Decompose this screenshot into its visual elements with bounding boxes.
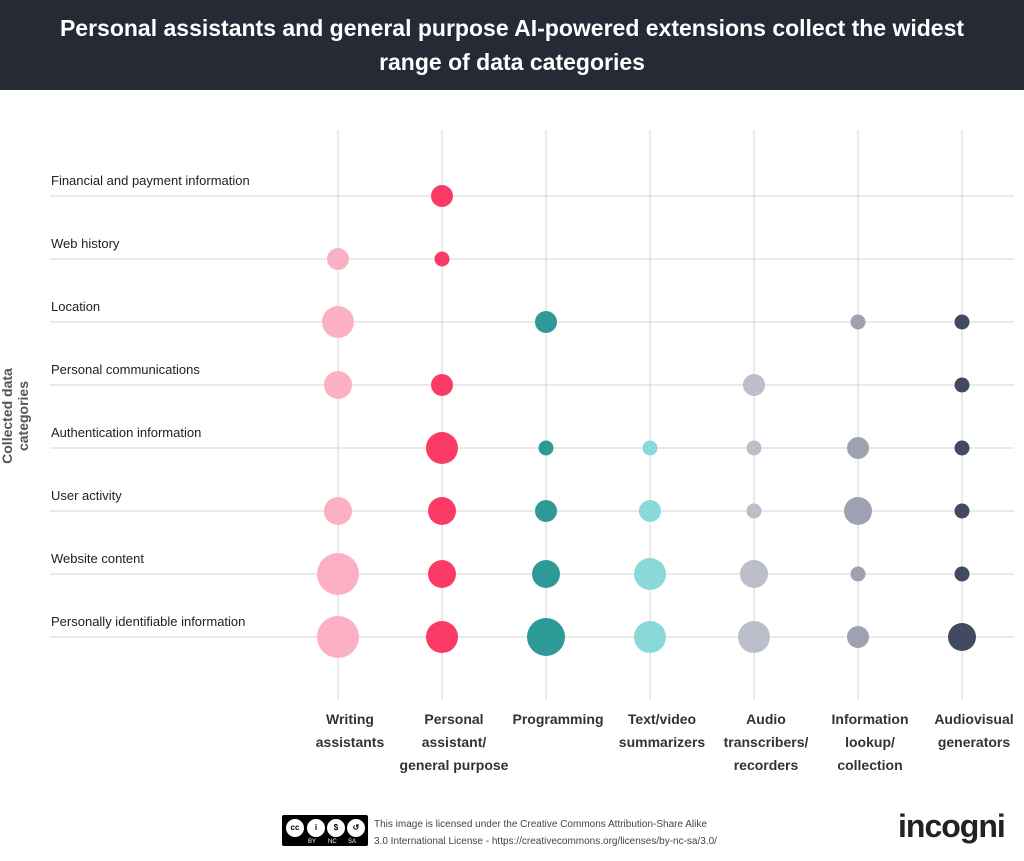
bubble <box>428 560 456 588</box>
bubble <box>746 503 762 519</box>
bubble <box>847 626 869 648</box>
by-icon: i <box>306 818 326 838</box>
bubble <box>954 566 970 582</box>
x-tick-label: Information lookup/collection <box>832 711 909 773</box>
incogni-logo: incogni <box>898 808 1006 844</box>
bubble <box>322 306 354 338</box>
row-label: Web history <box>51 236 120 251</box>
bubble <box>844 497 872 525</box>
bubble <box>324 371 352 399</box>
bubble <box>538 440 554 456</box>
x-tick-label: Audiovisual generators <box>934 711 1013 750</box>
bubble <box>527 618 565 656</box>
bubble <box>743 374 765 396</box>
title-bar: Personal assistants and general purpose … <box>0 0 1024 90</box>
bubble <box>634 558 666 590</box>
bubble-chart: Financial and payment information Web his… <box>50 130 1014 773</box>
license-line-2[interactable]: 3.0 International License - https://crea… <box>374 836 717 847</box>
bubble <box>324 497 352 525</box>
bubble <box>740 560 768 588</box>
y-axis-label: Collected data categories <box>0 368 31 464</box>
cc-license-badge[interactable]: cc i $ ↺ BY NC SA <box>282 815 368 846</box>
bubble <box>532 560 560 588</box>
bubble <box>426 432 458 464</box>
license-text: This image is licensed under the Creativ… <box>374 816 717 850</box>
bubble <box>431 185 453 207</box>
sa-icon: ↺ <box>346 818 366 838</box>
bubble <box>954 503 970 519</box>
bubble <box>535 500 557 522</box>
row-label: Personal communications <box>51 362 200 377</box>
chart-title: Personal assistants and general purpose … <box>59 15 965 75</box>
bubble <box>317 616 359 658</box>
bubble <box>426 621 458 653</box>
row-label: Website content <box>51 551 144 566</box>
bubble <box>850 314 866 330</box>
row-label: Financial and payment information <box>51 173 250 188</box>
row-label: Authentication information <box>51 425 201 440</box>
nc-icon: $ <box>326 818 346 838</box>
bubble <box>634 621 666 653</box>
bubble <box>317 553 359 595</box>
bubble <box>428 497 456 525</box>
x-tick-label: Audio transcribers/recorders <box>724 711 809 773</box>
bubble <box>431 374 453 396</box>
bubble <box>639 500 661 522</box>
bubble <box>738 621 770 653</box>
bubble <box>954 440 970 456</box>
bubble <box>535 311 557 333</box>
bubble <box>746 440 762 456</box>
x-tick-label: Text/video summarizers <box>619 711 706 750</box>
bubble <box>954 377 970 393</box>
license-line-1: This image is licensed under the Creativ… <box>374 819 707 830</box>
row-label: Personally identifiable information <box>51 614 245 629</box>
bubble <box>948 623 976 651</box>
row-label: User activity <box>51 488 122 503</box>
bubble <box>434 251 450 267</box>
x-tick-label: Personal assistant/general purpose <box>400 711 509 773</box>
badge-nc: NC <box>328 839 337 845</box>
bubble <box>847 437 869 459</box>
cc-icon: cc <box>285 818 305 838</box>
bubble <box>327 248 349 270</box>
badge-sa: SA <box>348 839 357 845</box>
x-tick-label: Writing assistants <box>316 711 385 750</box>
bubble <box>850 566 866 582</box>
badge-by: BY <box>308 839 317 845</box>
row-label: Location <box>51 299 100 314</box>
bubble <box>954 314 970 330</box>
bubble <box>642 440 658 456</box>
x-tick-label: Programming <box>512 711 603 727</box>
